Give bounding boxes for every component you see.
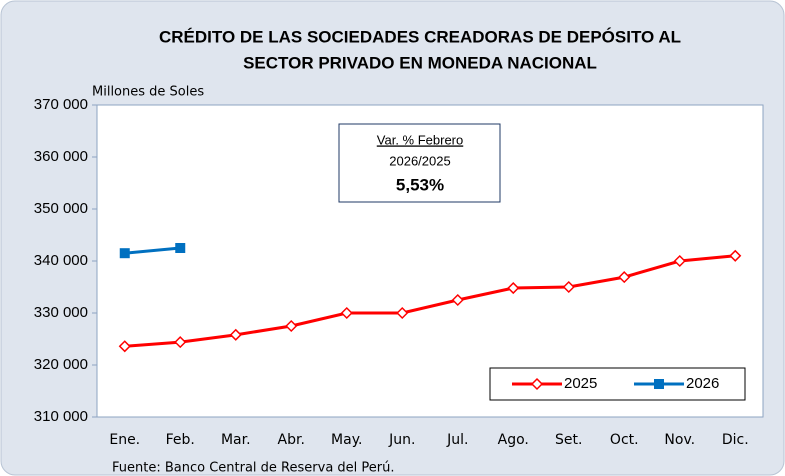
x-tick-label: Ene. bbox=[109, 432, 140, 448]
marker bbox=[119, 248, 130, 259]
marker bbox=[396, 306, 409, 320]
marker bbox=[673, 254, 686, 268]
legend-marker bbox=[530, 377, 544, 391]
marker bbox=[507, 281, 520, 295]
x-tick-label: Jul. bbox=[446, 432, 468, 448]
marker bbox=[175, 243, 186, 253]
y-axis-label: Millones de Soles bbox=[92, 85, 204, 100]
y-tick-label: 370 000 bbox=[34, 96, 88, 113]
annotation: 5,53% bbox=[396, 175, 444, 194]
marker bbox=[229, 328, 242, 341]
marker bbox=[729, 249, 742, 262]
x-tick-label: Feb. bbox=[166, 432, 195, 448]
chart-title: CRÉDITO DE LAS SOCIEDADES CREADORAS DE D… bbox=[159, 27, 681, 46]
marker bbox=[562, 280, 575, 294]
marker bbox=[174, 336, 187, 349]
y-tick-label: 330 000 bbox=[34, 304, 88, 321]
chart-title: SECTOR PRIVADO EN MONEDA NACIONAL bbox=[243, 53, 597, 72]
marker bbox=[285, 319, 298, 333]
x-tick-label: Abr. bbox=[278, 432, 305, 448]
y-tick-label: 320 000 bbox=[34, 356, 88, 373]
marker bbox=[340, 306, 353, 320]
annotation: 2026/2025 bbox=[389, 153, 450, 168]
x-tick-label: Dic. bbox=[722, 432, 749, 448]
y-tick-label: 310 000 bbox=[34, 408, 88, 425]
x-tick-label: Set. bbox=[555, 432, 582, 448]
series-line bbox=[124, 254, 736, 348]
x-tick-label: May. bbox=[331, 432, 362, 448]
marker bbox=[451, 293, 464, 307]
legend-label: 2025 bbox=[564, 375, 597, 392]
source: Fuente: Banco Central de Reserva del Per… bbox=[112, 461, 395, 476]
x-tick-label: Mar. bbox=[221, 432, 251, 448]
series-line bbox=[124, 246, 181, 255]
legend-marker bbox=[654, 379, 664, 389]
legend-label: 2026 bbox=[686, 375, 719, 392]
x-tick-label: Jun. bbox=[388, 432, 415, 448]
marker bbox=[618, 271, 631, 284]
annotation: Var. % Febrero bbox=[377, 132, 463, 147]
x-tick-label: Oct. bbox=[610, 432, 639, 448]
y-tick-label: 350 000 bbox=[34, 200, 88, 217]
x-tick-label: Ago. bbox=[498, 432, 529, 448]
y-tick-label: 340 000 bbox=[34, 252, 88, 269]
marker bbox=[118, 340, 131, 353]
x-tick-label: Nov. bbox=[664, 432, 695, 448]
y-tick-label: 360 000 bbox=[34, 148, 88, 165]
annotation-box bbox=[338, 123, 501, 203]
